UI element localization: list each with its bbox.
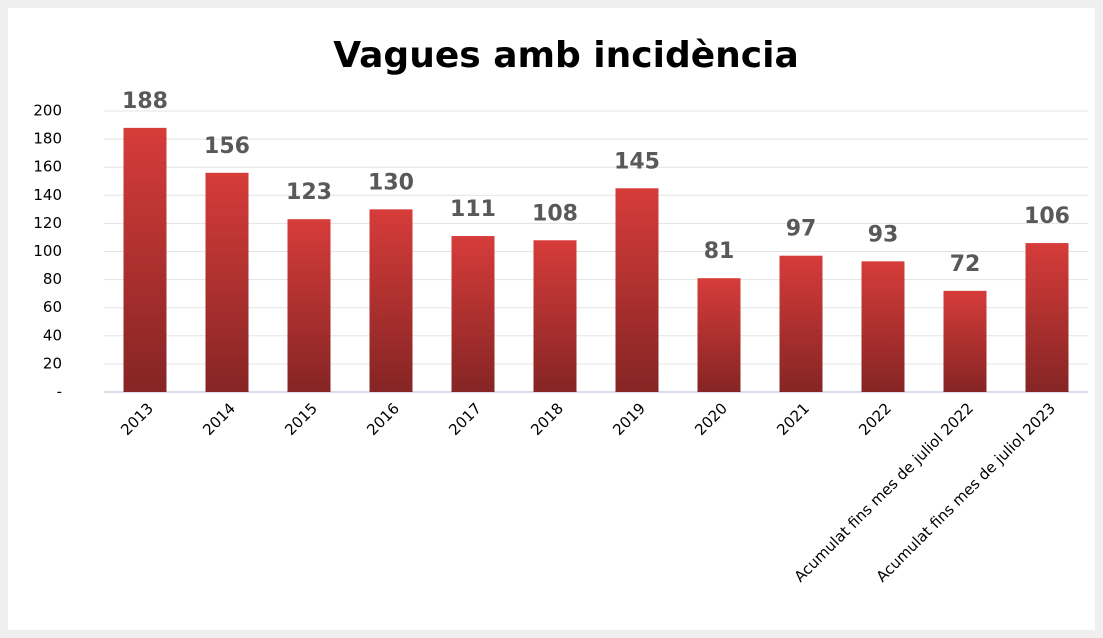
- value-label: 97: [786, 217, 817, 242]
- value-label: 130: [368, 170, 414, 195]
- bar: [369, 209, 413, 392]
- value-label: 123: [286, 180, 332, 205]
- value-label: 111: [450, 197, 496, 222]
- bar: [615, 188, 659, 392]
- value-label: 93: [868, 222, 899, 247]
- chart-title: Vagues amb incidència: [333, 35, 799, 76]
- y-tick-label: -: [57, 383, 62, 401]
- y-tick-label: 140: [33, 186, 62, 204]
- y-tick-label: 120: [33, 214, 62, 232]
- bar: [779, 255, 823, 392]
- bar: [123, 127, 167, 393]
- value-label: 188: [122, 89, 168, 114]
- bar: [533, 240, 577, 392]
- value-label: 72: [950, 252, 981, 277]
- value-label: 81: [704, 239, 735, 264]
- value-label: 108: [532, 201, 578, 226]
- y-tick-label: 60: [43, 298, 62, 316]
- y-tick-label: 40: [43, 326, 62, 344]
- bar: [943, 290, 987, 392]
- y-tick-label: 200: [33, 102, 62, 120]
- bar: [205, 172, 249, 392]
- bar: [451, 236, 495, 392]
- y-tick-label: 100: [33, 242, 62, 260]
- y-tick-label: 20: [43, 354, 62, 372]
- bar: [861, 261, 905, 392]
- bar: [1025, 243, 1069, 392]
- bar: [287, 219, 331, 392]
- y-tick-label: 80: [43, 270, 62, 288]
- y-tick-label: 160: [33, 158, 62, 176]
- value-label: 106: [1024, 204, 1070, 229]
- bar: [697, 278, 741, 392]
- value-label: 156: [204, 134, 250, 159]
- y-tick-label: 180: [33, 130, 62, 148]
- value-label: 145: [614, 149, 660, 174]
